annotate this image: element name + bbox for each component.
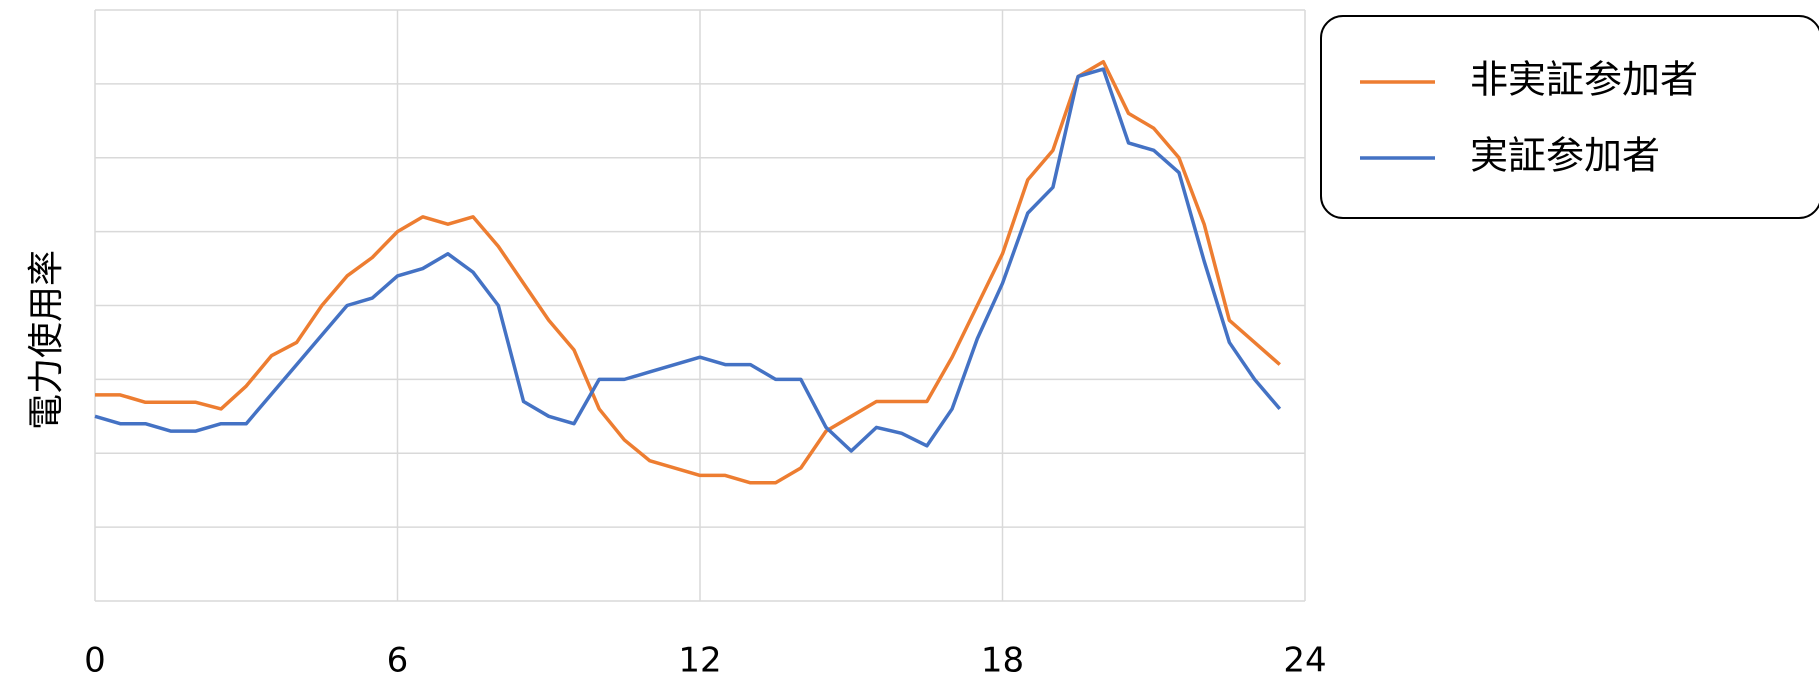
legend-label: 非実証参加者 [1470, 58, 1698, 102]
legend-label: 実証参加者 [1470, 134, 1660, 178]
y-axis-label: 電力使用率 [26, 250, 67, 430]
x-tick-label: 6 [387, 641, 409, 681]
line-series [94, 67, 1282, 453]
legend-box [1320, 15, 1819, 219]
x-tick-label: 0 [84, 641, 106, 681]
x-tick-label: 12 [678, 641, 721, 681]
line-series [95, 59, 1281, 485]
x-tick-label: 18 [981, 641, 1024, 681]
x-tick-label: 24 [1283, 641, 1326, 681]
